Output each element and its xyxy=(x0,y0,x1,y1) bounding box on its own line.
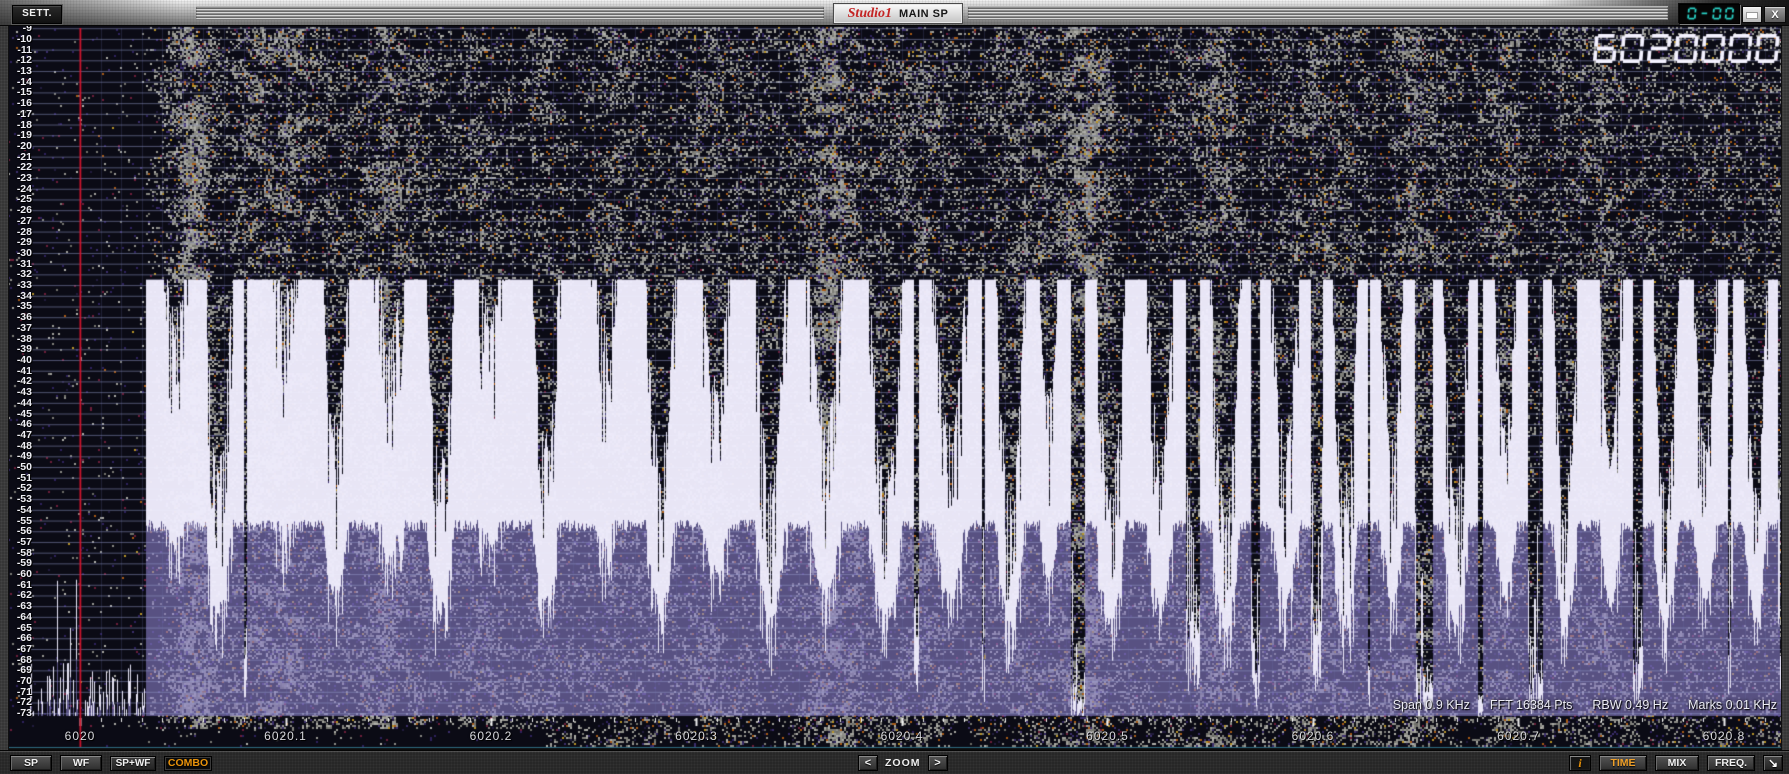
app-name: Studio1 xyxy=(847,5,892,21)
combo-mode-button[interactable]: COMBO xyxy=(164,755,212,771)
close-button[interactable]: X xyxy=(1764,6,1786,23)
titlebar-ridge-left xyxy=(196,6,824,20)
clock-display xyxy=(1679,4,1740,24)
bottom-toolbar: SP WF SP+WF COMBO < ZOOM > i TIME MIX FR… xyxy=(0,750,1789,774)
mix-mode-button[interactable]: MIX xyxy=(1655,755,1699,771)
info-button[interactable]: i xyxy=(1569,755,1591,771)
sp-mode-button[interactable]: SP xyxy=(10,755,52,771)
sp-wf-mode-button[interactable]: SP+WF xyxy=(110,755,156,771)
zoom-in-button[interactable]: > xyxy=(927,755,948,771)
window-frame-right xyxy=(1781,25,1789,750)
wf-mode-button[interactable]: WF xyxy=(60,755,102,771)
minimize-icon xyxy=(1746,12,1758,19)
title-plate[interactable]: Studio1 MAIN SP xyxy=(833,3,963,24)
zoom-out-button[interactable]: < xyxy=(858,755,878,771)
resize-corner-icon[interactable]: ↘ xyxy=(1763,755,1783,771)
zoom-control-group: < ZOOM > xyxy=(858,755,948,771)
display-mode-group: SP WF SP+WF COMBO xyxy=(10,755,212,771)
minimize-button[interactable] xyxy=(1742,6,1762,23)
settings-button[interactable]: SETT. xyxy=(12,5,62,24)
clock-digits xyxy=(1681,6,1737,21)
spectrum-display[interactable] xyxy=(0,25,1789,750)
window-title: MAIN SP xyxy=(899,7,949,20)
axis-mode-group: i TIME MIX FREQ. ↘ xyxy=(1569,755,1783,771)
titlebar-ridge-right xyxy=(968,6,1668,20)
title-bar: SETT. Studio1 MAIN SP X xyxy=(0,0,1789,26)
window-frame-left xyxy=(0,25,9,750)
zoom-label: ZOOM xyxy=(885,757,921,769)
time-mode-button[interactable]: TIME xyxy=(1599,755,1647,771)
freq-mode-button[interactable]: FREQ. xyxy=(1707,755,1755,771)
